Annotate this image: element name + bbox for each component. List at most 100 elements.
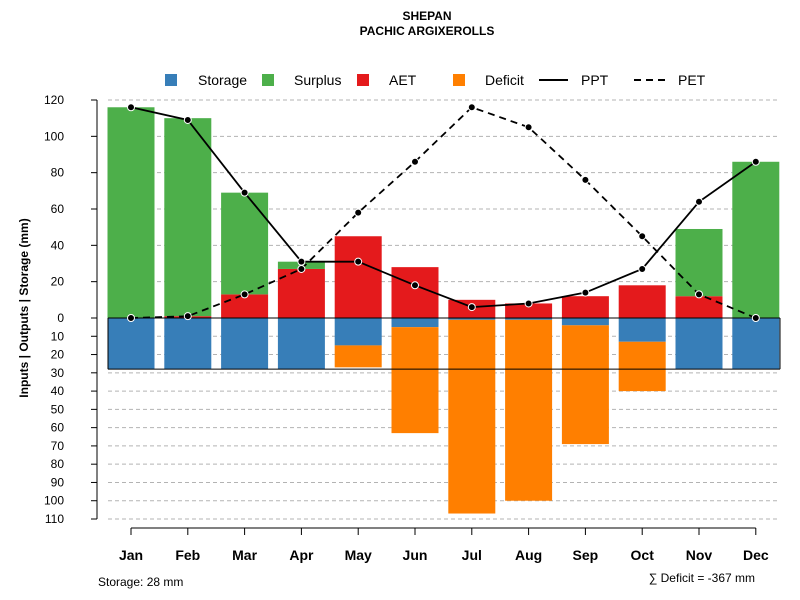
x-tick-label: Jul <box>462 547 482 563</box>
y-tick-label: 110 <box>45 512 64 526</box>
aet-bar <box>675 296 723 318</box>
aet-legend-swatch <box>357 74 369 86</box>
ppt-point <box>751 157 760 166</box>
ppt-legend-label: PPT <box>581 72 609 88</box>
storage-frame <box>107 317 781 370</box>
ppt-point <box>638 264 647 273</box>
ppt-line <box>130 106 757 309</box>
y-tick-label: 60 <box>51 202 65 216</box>
storage-bar <box>505 318 553 320</box>
x-tick-label: May <box>345 547 372 563</box>
series-lines <box>127 103 760 322</box>
surplus-bar <box>732 161 780 318</box>
y-tick-label: 20 <box>51 348 65 362</box>
deficit-bar <box>561 325 609 445</box>
pet-line <box>130 106 757 319</box>
deficit-legend-label: Deficit <box>485 72 524 88</box>
storage-note: Storage: 28 mm <box>98 575 183 589</box>
y-tick-label: 40 <box>51 384 65 398</box>
x-tick-label: Jan <box>119 547 143 563</box>
pet-point <box>751 314 760 322</box>
x-tick-label: Sep <box>573 547 599 563</box>
pet-point <box>240 290 249 299</box>
pet-point <box>524 123 533 132</box>
y-tick-label: 90 <box>51 475 65 489</box>
ppt-point <box>581 288 590 297</box>
storage-bar <box>448 318 496 320</box>
pet-point <box>297 264 306 273</box>
aet-bar <box>221 294 269 318</box>
ppt-point <box>183 115 192 124</box>
y-tick-label: 100 <box>44 129 64 143</box>
surplus-bar <box>675 228 723 297</box>
surplus-bar <box>107 107 155 319</box>
storage-bar <box>221 318 269 370</box>
x-axis: Jan Feb Mar Apr May Jun Jul Aug Sep Oct Nov Dec <box>119 527 769 563</box>
y-tick-label: 20 <box>51 275 65 289</box>
x-tick-label: Dec <box>743 547 769 563</box>
ppt-point <box>240 188 249 197</box>
ppt-point <box>524 299 533 308</box>
x-tick-label: Feb <box>175 547 200 563</box>
pet-point <box>183 312 192 321</box>
pet-point <box>354 208 363 217</box>
y-axis: 120 100 80 60 40 20 0 10 20 30 40 50 60 70 80 90 100 110 <box>44 93 98 526</box>
y-tick-label: 120 <box>44 93 64 107</box>
storage-bar <box>277 318 325 370</box>
aet-bar <box>277 268 325 318</box>
chart-subtitle: PACHIC ARGIXEROLLS <box>360 24 495 38</box>
y-tick-label: 0 <box>57 311 64 325</box>
legend: Storage Surplus AET Deficit PPT PET <box>165 72 706 88</box>
ppt-point <box>467 303 476 312</box>
ppt-point <box>411 281 419 290</box>
aet-bar <box>561 296 609 318</box>
y-tick-label: 80 <box>51 166 65 180</box>
ppt-point <box>127 103 135 112</box>
x-tick-label: Apr <box>289 547 314 563</box>
deficit-legend-swatch <box>453 74 465 86</box>
ppt-point <box>695 197 703 206</box>
pet-point <box>411 157 419 166</box>
surplus-bar <box>221 192 269 295</box>
aet-bar <box>505 303 553 318</box>
surplus-legend-label: Surplus <box>294 72 341 88</box>
surplus-legend-swatch <box>262 74 274 86</box>
ppt-point <box>297 257 306 266</box>
aet-legend-label: AET <box>389 72 417 88</box>
chart-title: SHEPAN <box>402 9 451 23</box>
aet-bar <box>334 236 382 318</box>
pet-point <box>695 290 703 299</box>
pet-point <box>638 232 647 241</box>
aet-bar <box>391 267 439 318</box>
x-tick-label: Nov <box>686 547 713 563</box>
y-tick-label: 80 <box>51 457 65 471</box>
surplus-bar <box>164 118 212 317</box>
x-tick-label: Mar <box>232 547 257 563</box>
deficit-bar <box>448 319 496 514</box>
storage-legend-label: Storage <box>198 72 247 88</box>
storage-bar <box>675 318 723 370</box>
storage-bar <box>391 318 439 328</box>
bars <box>107 107 780 514</box>
y-tick-label: 100 <box>44 494 64 508</box>
storage-bar <box>732 318 780 370</box>
pet-point <box>581 175 590 184</box>
y-tick-label: 50 <box>51 402 65 416</box>
storage-bar <box>334 318 382 346</box>
storage-bar <box>561 318 609 326</box>
ppt-point <box>354 257 363 266</box>
y-tick-label: 30 <box>51 366 65 380</box>
storage-bar <box>164 318 212 370</box>
pet-point <box>467 103 476 112</box>
y-tick-label: 40 <box>51 238 65 252</box>
y-tick-label: 60 <box>51 421 65 435</box>
x-tick-label: Jun <box>403 547 428 563</box>
deficit-bar <box>334 345 382 368</box>
x-tick-label: Aug <box>515 547 542 563</box>
deficit-bar <box>618 341 666 392</box>
y-axis-label: Inputs | Outputs | Storage (mm) <box>17 218 31 397</box>
pet-legend-label: PET <box>678 72 706 88</box>
storage-bar <box>618 318 666 342</box>
y-tick-label: 70 <box>51 439 65 453</box>
